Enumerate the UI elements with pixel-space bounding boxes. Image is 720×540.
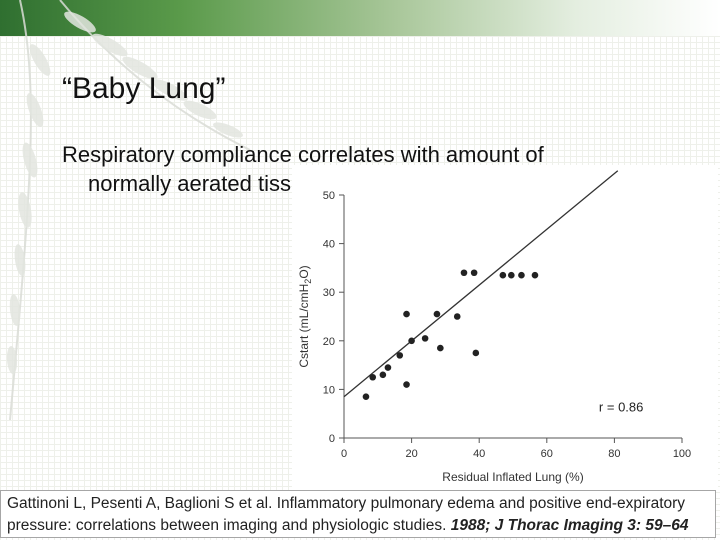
x-tick-label: 80 — [608, 448, 620, 460]
data-point — [369, 373, 377, 381]
data-point — [470, 269, 478, 277]
data-point — [408, 337, 415, 345]
data-point — [384, 364, 392, 371]
regression-line — [343, 170, 619, 398]
y-tick-label: 30 — [323, 287, 335, 299]
data-point — [403, 381, 410, 388]
data-point — [518, 271, 525, 279]
header-band — [0, 0, 720, 36]
citation-line-1: Gattinoni L, Pesenti A, Baglioni S et al… — [7, 495, 686, 512]
data-point — [421, 335, 429, 342]
citation-line-2: pressure: correlations between imaging a… — [7, 515, 715, 537]
y-axis-label: Cstart (mL/cmH2O) — [297, 265, 313, 367]
data-point — [396, 352, 404, 359]
slide-title: “Baby Lung” — [62, 72, 226, 105]
fern-decoration — [6, 0, 251, 420]
data-point — [531, 271, 539, 279]
data-point — [362, 393, 370, 400]
x-tick-label: 100 — [673, 448, 691, 460]
x-axis-label: Residual Inflated Lung (%) — [442, 470, 583, 484]
y-tick-label: 20 — [323, 336, 335, 348]
y-tick-label: 40 — [323, 239, 335, 251]
y-tick-label: 50 — [323, 190, 335, 202]
data-point — [472, 349, 480, 357]
data-point — [379, 371, 387, 379]
scatter-chart-panel: 0 10 20 30 40 50 0 20 40 60 80 100 Residual Inflated… — [292, 165, 718, 490]
bullet-text: Respiratory compliance correlates with a… — [62, 140, 622, 198]
x-tick-label: 0 — [341, 448, 347, 460]
data-point — [453, 313, 461, 320]
bullet-line-1: Respiratory compliance correlates with a… — [62, 142, 544, 167]
data-point — [508, 271, 515, 279]
bullet-line-2: normally aerated tissue — [88, 171, 316, 196]
data-point — [460, 269, 468, 277]
data-point — [437, 344, 444, 352]
y-tick-label: 10 — [323, 384, 335, 396]
data-point — [403, 310, 410, 318]
x-tick-label: 20 — [405, 448, 417, 460]
x-tick-label: 40 — [473, 448, 485, 460]
scatter-chart: 0 10 20 30 40 50 0 20 40 60 80 100 Residual Inflated… — [297, 170, 691, 484]
correlation-annotation: r = 0.86 — [599, 399, 643, 414]
citation-line-2-text: pressure: correlations between imaging a… — [7, 517, 451, 534]
data-point — [433, 310, 441, 318]
y-tick-label: 0 — [329, 433, 335, 445]
x-tick-label: 60 — [541, 448, 553, 460]
data-point — [499, 271, 507, 279]
citation-journal: 1988; J Thorac Imaging 3: 59–64 — [450, 517, 689, 534]
citation-box: Gattinoni L, Pesenti A, Baglioni S et al… — [0, 490, 716, 538]
